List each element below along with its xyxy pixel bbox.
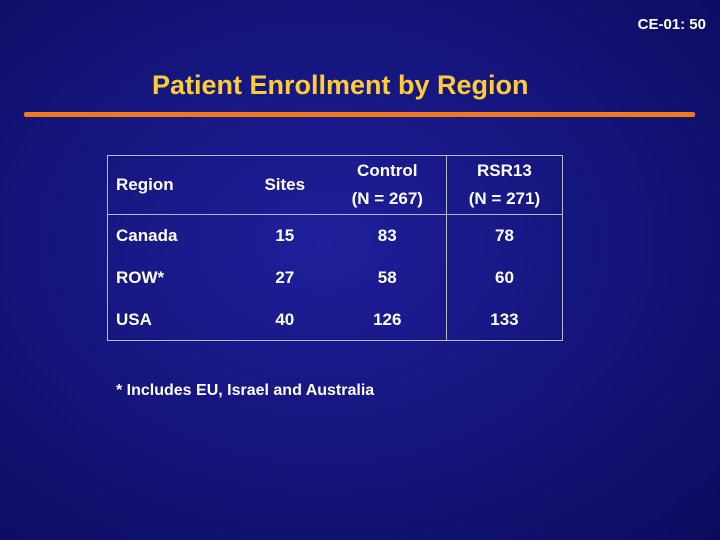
cell-control: 126	[373, 310, 402, 329]
header-rsr13-n: (N = 271)	[468, 189, 541, 208]
header-control: Control (N = 267)	[328, 156, 447, 215]
table-row: ROW* 27 58 60	[108, 257, 562, 299]
header-rsr13: RSR13 (N = 271)	[445, 156, 562, 215]
cell-control: 83	[377, 226, 397, 245]
cell-rsr13: 78	[445, 214, 562, 257]
enrollment-table: Region Sites Control (N = 267) RSR13 (N …	[107, 155, 563, 341]
cell-rsr13: 133	[445, 299, 562, 341]
header-sites: Sites	[240, 156, 329, 215]
header-region: Region	[108, 156, 241, 215]
table-row: Canada 15 83 78	[108, 214, 562, 257]
slide-title: Patient Enrollment by Region	[152, 70, 529, 100]
table-row: USA 40 126 133	[108, 299, 562, 341]
header-rsr13-label: RSR13	[477, 161, 532, 180]
cell-sites: 40	[275, 310, 295, 329]
cell-rsr13: 60	[445, 257, 562, 299]
enrollment-table-grid: Region Sites Control (N = 267) RSR13 (N …	[108, 156, 562, 341]
cell-sites: 15	[275, 226, 295, 245]
cell-control: 58	[377, 268, 397, 287]
cell-sites: 27	[275, 268, 295, 287]
title-underline	[24, 112, 695, 117]
header-control-label: Control	[357, 161, 418, 180]
table-header-row: Region Sites Control (N = 267) RSR13 (N …	[108, 156, 562, 215]
cell-region: Canada	[116, 226, 178, 245]
cell-region: USA	[116, 310, 152, 329]
slide-id: CE-01: 50	[637, 16, 706, 33]
cell-region: ROW*	[116, 268, 165, 287]
footnote: * Includes EU, Israel and Australia	[116, 382, 375, 399]
header-control-n: (N = 267)	[351, 189, 423, 208]
